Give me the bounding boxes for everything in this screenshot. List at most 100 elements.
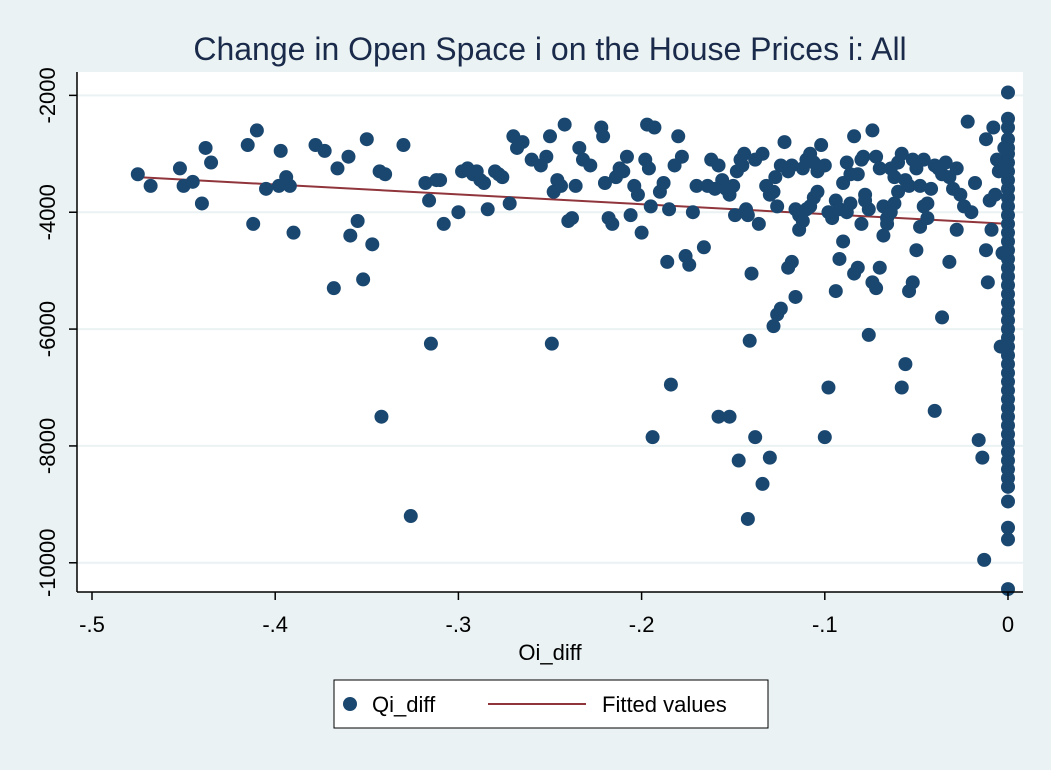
scatter-point [374,409,389,424]
scatter-point [365,237,380,252]
scatter-point [975,450,990,465]
y-tick-label: -8000 [35,418,60,474]
scatter-point [378,167,393,182]
scatter-point [898,357,913,372]
scatter-point [843,196,858,211]
scatter-point [770,199,785,214]
scatter-point [619,149,634,164]
scatter-point [317,143,332,158]
scatter-point [1001,85,1015,100]
scatter-point [273,143,288,158]
scatter-point [502,196,517,211]
scatter-point [359,132,374,147]
scatter-point [909,243,924,258]
legend-marker-qi-diff [343,697,357,711]
scatter-point [916,199,931,214]
scatter-point [246,216,261,231]
scatter-point [942,254,957,269]
scatter-point [847,129,862,144]
scatter-point [869,149,884,164]
scatter-point [916,152,931,167]
scatter-point [663,377,678,392]
scatter-point [143,178,158,193]
scatter-point [762,450,777,465]
scatter-point [711,158,726,173]
scatter-point [788,289,803,304]
y-tick-label: -4000 [35,184,60,240]
scatter-point [1001,120,1015,135]
scatter-point [836,234,851,249]
scatter-point [634,225,649,240]
scatter-point [341,149,356,164]
x-tick-label: -.1 [812,612,838,637]
scatter-point [423,336,438,351]
scatter-point [326,281,341,296]
legend-label-qi-diff: Qi_diff [372,692,436,717]
scatter-point [282,178,297,193]
scatter-point [671,129,686,144]
scatter-point [616,164,631,179]
scatter-point [740,208,755,223]
scatter-point [572,140,587,155]
scatter-point [979,132,994,147]
scatter-point [964,205,979,220]
scatter-point [876,228,891,243]
scatter-point [597,176,612,191]
scatter-point [861,327,876,342]
scatter-point [343,228,358,243]
scatter-point [605,216,620,231]
y-tick-label: -2000 [35,67,60,123]
scatter-point [330,161,345,176]
scatter-point [543,129,557,144]
scatter-point [742,333,757,348]
scatter-point [172,161,187,176]
scatter-point [1001,520,1015,535]
scatter-point [990,152,1005,167]
scatter-point [553,178,568,193]
scatter-point [396,138,411,153]
x-tick-label: 0 [1002,612,1014,637]
x-tick-label: -.5 [79,612,105,637]
scatter-point [795,213,810,228]
scatter-point [766,184,781,199]
scatter-point [821,380,836,395]
scatter-point [854,216,869,231]
scatter-point [1001,494,1015,509]
scatter-point [949,222,964,237]
scatter-point [977,552,992,567]
legend-label-fitted: Fitted values [602,692,727,717]
scatter-point [986,120,1001,135]
scatter-point [728,208,743,223]
y-tick-label: -6000 [35,301,60,357]
scatter-point [645,430,660,445]
x-tick-label: -.3 [446,612,472,637]
scatter-point [515,135,530,150]
scatter-point [539,149,554,164]
scatter-point [451,205,466,220]
scatter-point [980,275,995,290]
scatter-point [777,135,792,150]
scatter-point [938,155,953,170]
scatter-point [880,216,895,231]
scatter-point [656,176,671,191]
scatter-point [436,216,451,231]
x-tick-label: -.4 [262,612,288,637]
scatter-point [696,240,711,255]
scatter-point [927,403,942,418]
y-tick-label: -10000 [35,529,60,598]
scatter-point [286,225,301,240]
scatter-point [737,146,752,161]
scatter-point [817,430,832,445]
scatter-point [850,260,865,275]
scatter-point [623,208,638,223]
scatter-point [480,202,495,217]
scatter-point [856,149,871,164]
scatter-point [557,117,572,132]
plot-area [77,72,1023,592]
chart-title: Change in Open Space i on the House Pric… [193,31,906,67]
scatter-point [596,129,611,144]
scatter-point [768,170,783,185]
scatter-point [685,205,700,220]
scatter-point [960,114,975,129]
scatter-point [185,174,200,189]
